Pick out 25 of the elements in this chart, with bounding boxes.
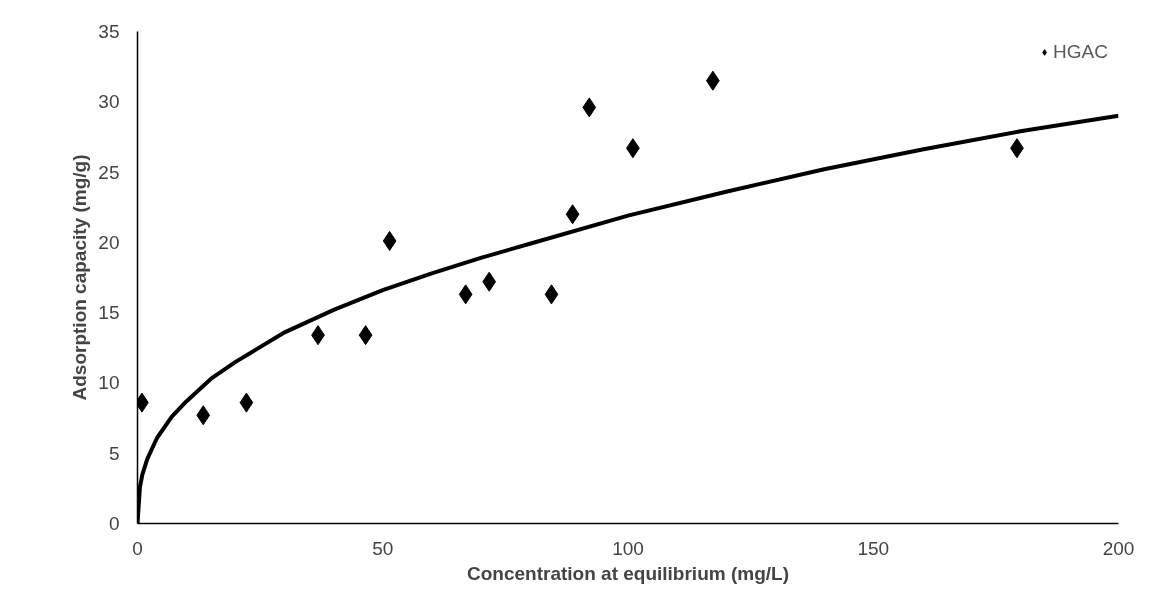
y-tick-label: 10 [98, 372, 120, 394]
y-tick-label: 5 [108, 442, 120, 464]
x-tick-label: 200 [1102, 537, 1135, 559]
y-tick-label: 0 [108, 513, 120, 534]
x-axis-title: Concentration at equilibrium (mg/L) [467, 562, 789, 584]
x-tick-label: 150 [857, 537, 890, 559]
y-tick-label: 15 [98, 302, 120, 324]
point [482, 271, 497, 292]
point [358, 325, 373, 346]
y-tick-label: 35 [98, 21, 120, 42]
point [458, 284, 473, 305]
point [565, 204, 580, 225]
y-tick-label: 25 [98, 161, 120, 183]
point [239, 392, 254, 413]
x-tick-label: 100 [612, 537, 644, 559]
y-tick-label: 30 [98, 91, 120, 113]
point [382, 230, 397, 251]
x-tick-label: 50 [372, 537, 394, 559]
point [582, 97, 597, 118]
legend-label: HGAC [1053, 41, 1108, 63]
y-axis-title: Adsorption capacity (mg/g) [69, 154, 91, 401]
y-tick-label: 20 [98, 231, 120, 253]
point [196, 405, 211, 426]
point [544, 284, 559, 305]
x-tick-label: 0 [132, 537, 143, 559]
